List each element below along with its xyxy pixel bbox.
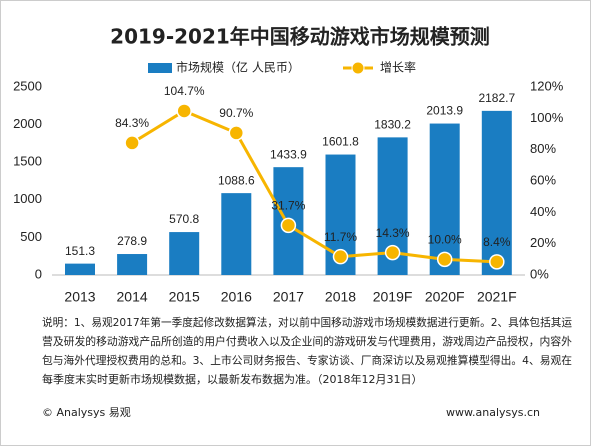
note-line: 营及研发的移动游戏产品所创造的用户付费收入以及企业间的游戏研发与代理费用，游戏周… bbox=[42, 334, 572, 348]
y2-tick-label: 0% bbox=[530, 266, 549, 281]
growth-value-label: 90.7% bbox=[219, 106, 253, 120]
growth-point bbox=[489, 254, 505, 270]
x-tick-label: 2016 bbox=[221, 289, 252, 305]
growth-value-label: 84.3% bbox=[115, 116, 149, 130]
bar-value-label: 278.9 bbox=[117, 234, 147, 248]
growth-value-label: 11.7% bbox=[324, 230, 357, 244]
growth-point bbox=[228, 125, 245, 141]
x-tick-label: 2020F bbox=[425, 289, 465, 305]
growth-value-label: 31.7% bbox=[271, 199, 305, 213]
y-tick-label: 1500 bbox=[13, 154, 42, 169]
bar-value-label: 1830.2 bbox=[374, 118, 411, 132]
x-tick-label: 2017 bbox=[273, 289, 304, 305]
y2-tick-label: 120% bbox=[530, 78, 564, 93]
y2-tick-label: 80% bbox=[530, 141, 556, 156]
y2-tick-label: 100% bbox=[530, 110, 564, 125]
growth-value-label: 8.4% bbox=[483, 235, 511, 249]
bar bbox=[65, 263, 95, 275]
bar-value-label: 570.8 bbox=[169, 212, 199, 226]
source: © Analysys 易观 bbox=[42, 406, 131, 419]
growth-point bbox=[384, 244, 401, 261]
growth-point bbox=[436, 251, 453, 268]
bar-value-label: 151.3 bbox=[65, 244, 95, 258]
growth-point bbox=[280, 217, 297, 234]
bar-value-label: 1088.6 bbox=[218, 173, 255, 187]
website: www.analysys.cn bbox=[446, 406, 540, 419]
y-tick-label: 500 bbox=[20, 229, 42, 244]
growth-point bbox=[176, 103, 192, 119]
bar-value-label: 1433.9 bbox=[270, 147, 307, 161]
bar-value-label: 2182.7 bbox=[478, 91, 515, 105]
growth-value-label: 14.3% bbox=[376, 226, 410, 240]
legend-swatch bbox=[351, 61, 365, 75]
bar bbox=[429, 123, 460, 275]
y-tick-label: 0 bbox=[35, 266, 42, 281]
growth-point bbox=[124, 135, 140, 151]
bar bbox=[481, 110, 512, 275]
growth-value-label: 10.0% bbox=[428, 233, 462, 247]
bar-value-label: 2013.9 bbox=[426, 104, 463, 118]
x-tick-label: 2019F bbox=[373, 289, 413, 305]
y2-tick-label: 20% bbox=[530, 235, 556, 250]
y2-tick-label: 60% bbox=[530, 172, 556, 187]
bar bbox=[169, 232, 200, 275]
x-tick-label: 2013 bbox=[64, 289, 95, 305]
legend-label: 增长率 bbox=[380, 60, 416, 75]
y2-tick-label: 40% bbox=[530, 204, 556, 219]
x-tick-label: 2015 bbox=[169, 289, 200, 305]
y-tick-label: 1000 bbox=[13, 191, 42, 206]
legend-label: 市场规模（亿 人民币） bbox=[176, 60, 300, 75]
y-tick-label: 2000 bbox=[13, 116, 42, 131]
x-tick-label: 2014 bbox=[117, 289, 148, 305]
note-line: 每季度末实时更新市场规模数据，以最新发布数据为准。（2018年12月31日） bbox=[42, 372, 423, 386]
x-tick-label: 2018 bbox=[325, 289, 356, 305]
x-tick-label: 2021F bbox=[477, 289, 517, 305]
bar-value-label: 1601.8 bbox=[322, 135, 359, 149]
note-line: 包与海外代理授权费用的总和。3、上市公司财务报告、专家访谈、厂商深访以及易观推算… bbox=[42, 353, 572, 367]
chart-title: 2019-2021年中国移动游戏市场规模预测 bbox=[110, 25, 490, 49]
note-line: 说明：1、易观2017年第一季度起修改数据算法，对以前中国移动游戏市场规模数据进… bbox=[42, 315, 572, 329]
growth-line bbox=[131, 109, 497, 264]
bar bbox=[117, 254, 148, 275]
growth-value-label: 104.7% bbox=[164, 84, 205, 98]
bar bbox=[221, 193, 252, 275]
y-tick-label: 2500 bbox=[13, 78, 42, 93]
legend-swatch bbox=[148, 63, 172, 73]
growth-point bbox=[332, 248, 349, 265]
